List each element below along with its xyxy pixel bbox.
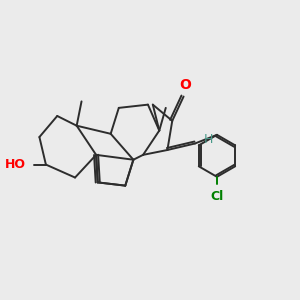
Text: O: O (179, 78, 191, 92)
Text: H: H (204, 133, 213, 146)
Text: Cl: Cl (210, 190, 224, 203)
Text: HO: HO (4, 158, 26, 171)
